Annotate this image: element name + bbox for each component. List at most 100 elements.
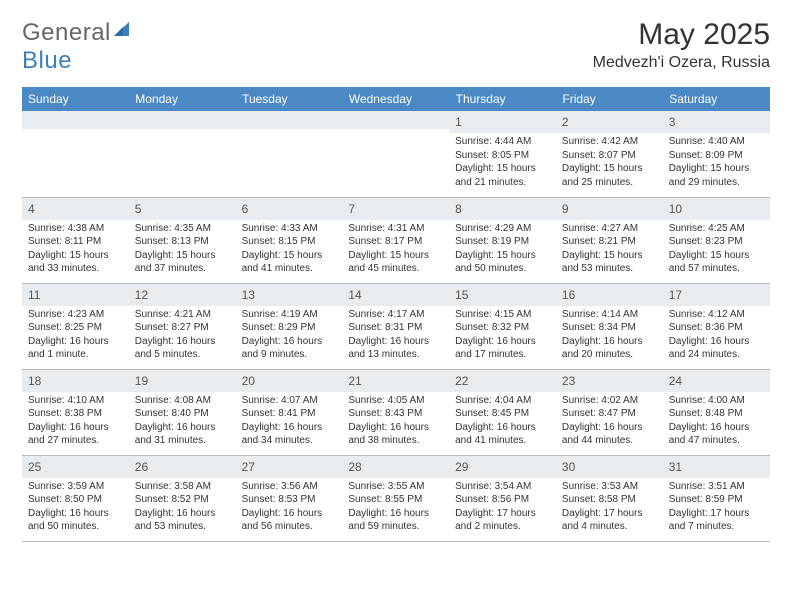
- sunrise-line: Sunrise: 4:10 AM: [28, 394, 123, 408]
- day-number: 20: [236, 370, 343, 392]
- sunset-line: Sunset: 8:58 PM: [562, 493, 657, 507]
- day-number: 25: [22, 456, 129, 478]
- day-details: Sunrise: 4:14 AMSunset: 8:34 PMDaylight:…: [556, 306, 663, 366]
- calendar-cell: 4Sunrise: 4:38 AMSunset: 8:11 PMDaylight…: [22, 197, 129, 283]
- weekday-header: Monday: [129, 87, 236, 111]
- daylight-line: Daylight: 16 hours and 47 minutes.: [669, 421, 764, 448]
- empty-daynum: [236, 111, 343, 129]
- day-number: 1: [449, 111, 556, 133]
- day-details: Sunrise: 4:35 AMSunset: 8:13 PMDaylight:…: [129, 220, 236, 280]
- sunrise-line: Sunrise: 4:21 AM: [135, 308, 230, 322]
- day-details: Sunrise: 4:38 AMSunset: 8:11 PMDaylight:…: [22, 220, 129, 280]
- sunset-line: Sunset: 8:27 PM: [135, 321, 230, 335]
- daylight-line: Daylight: 16 hours and 34 minutes.: [242, 421, 337, 448]
- day-details: Sunrise: 4:29 AMSunset: 8:19 PMDaylight:…: [449, 220, 556, 280]
- sunset-line: Sunset: 8:50 PM: [28, 493, 123, 507]
- sunset-line: Sunset: 8:53 PM: [242, 493, 337, 507]
- day-number: 19: [129, 370, 236, 392]
- daylight-line: Daylight: 16 hours and 31 minutes.: [135, 421, 230, 448]
- sunset-line: Sunset: 8:29 PM: [242, 321, 337, 335]
- daylight-line: Daylight: 16 hours and 27 minutes.: [28, 421, 123, 448]
- calendar-cell: 1Sunrise: 4:44 AMSunset: 8:05 PMDaylight…: [449, 111, 556, 197]
- logo-sail-icon: [111, 18, 133, 40]
- sunset-line: Sunset: 8:13 PM: [135, 235, 230, 249]
- sunrise-line: Sunrise: 4:12 AM: [669, 308, 764, 322]
- sunset-line: Sunset: 8:47 PM: [562, 407, 657, 421]
- sunrise-line: Sunrise: 3:55 AM: [348, 480, 443, 494]
- sunset-line: Sunset: 8:05 PM: [455, 149, 550, 163]
- logo-text-blue: Blue: [22, 47, 72, 74]
- day-number: 12: [129, 284, 236, 306]
- sunrise-line: Sunrise: 4:08 AM: [135, 394, 230, 408]
- weekday-header: Saturday: [663, 87, 770, 111]
- sunrise-line: Sunrise: 4:00 AM: [669, 394, 764, 408]
- sunset-line: Sunset: 8:32 PM: [455, 321, 550, 335]
- day-details: Sunrise: 4:31 AMSunset: 8:17 PMDaylight:…: [342, 220, 449, 280]
- day-number: 11: [22, 284, 129, 306]
- day-number: 17: [663, 284, 770, 306]
- calendar-page: GeneralBlue May 2025 Medvezh'i Ozera, Ru…: [0, 0, 792, 560]
- empty-daynum: [129, 111, 236, 129]
- calendar-cell: 22Sunrise: 4:04 AMSunset: 8:45 PMDayligh…: [449, 369, 556, 455]
- day-details: Sunrise: 3:51 AMSunset: 8:59 PMDaylight:…: [663, 478, 770, 538]
- day-number: 14: [342, 284, 449, 306]
- daylight-line: Daylight: 16 hours and 56 minutes.: [242, 507, 337, 534]
- calendar-cell: 25 Sunrise: 3:59 AMSunset: 8:50 PMDayligh…: [22, 455, 129, 541]
- calendar-cell: 31Sunrise: 3:51 AMSunset: 8:59 PMDayligh…: [663, 455, 770, 541]
- sunrise-line: Sunrise: 4:29 AM: [455, 222, 550, 236]
- calendar-cell: 15Sunrise: 4:15 AMSunset: 8:32 PMDayligh…: [449, 283, 556, 369]
- daylight-line: Daylight: 15 hours and 29 minutes.: [669, 162, 764, 189]
- day-details: Sunrise: 3:54 AMSunset: 8:56 PMDaylight:…: [449, 478, 556, 538]
- day-number: 18: [22, 370, 129, 392]
- day-details: Sunrise: 3:55 AMSunset: 8:55 PMDaylight:…: [342, 478, 449, 538]
- day-number: 31: [663, 456, 770, 478]
- calendar-cell: 27Sunrise: 3:56 AMSunset: 8:53 PMDayligh…: [236, 455, 343, 541]
- calendar-cell: 16Sunrise: 4:14 AMSunset: 8:34 PMDayligh…: [556, 283, 663, 369]
- calendar-body: 1Sunrise: 4:44 AMSunset: 8:05 PMDaylight…: [22, 111, 770, 541]
- day-details: Sunrise: 4:19 AMSunset: 8:29 PMDaylight:…: [236, 306, 343, 366]
- calendar-cell: 26Sunrise: 3:58 AMSunset: 8:52 PMDayligh…: [129, 455, 236, 541]
- day-details: Sunrise: 4:10 AMSunset: 8:38 PMDaylight:…: [22, 392, 129, 452]
- day-details: Sunrise: 4:40 AMSunset: 8:09 PMDaylight:…: [663, 133, 770, 193]
- daylight-line: Daylight: 16 hours and 50 minutes.: [28, 507, 123, 534]
- daylight-line: Daylight: 17 hours and 2 minutes.: [455, 507, 550, 534]
- day-number: 28: [342, 456, 449, 478]
- sunrise-line: Sunrise: 3:59 AM: [28, 480, 123, 494]
- day-number: 4: [22, 198, 129, 220]
- day-details: Sunrise: 4:21 AMSunset: 8:27 PMDaylight:…: [129, 306, 236, 366]
- calendar-cell: 14Sunrise: 4:17 AMSunset: 8:31 PMDayligh…: [342, 283, 449, 369]
- calendar-cell: [129, 111, 236, 197]
- day-details: Sunrise: 4:04 AMSunset: 8:45 PMDaylight:…: [449, 392, 556, 452]
- sunset-line: Sunset: 8:40 PM: [135, 407, 230, 421]
- sunset-line: Sunset: 8:11 PM: [28, 235, 123, 249]
- day-number: 5: [129, 198, 236, 220]
- weekday-header: Friday: [556, 87, 663, 111]
- sunset-line: Sunset: 8:15 PM: [242, 235, 337, 249]
- calendar-week-row: 4Sunrise: 4:38 AMSunset: 8:11 PMDaylight…: [22, 197, 770, 283]
- logo: GeneralBlue: [22, 18, 133, 75]
- daylight-line: Daylight: 16 hours and 44 minutes.: [562, 421, 657, 448]
- page-header: GeneralBlue May 2025 Medvezh'i Ozera, Ru…: [22, 18, 770, 75]
- day-details: Sunrise: 4:07 AMSunset: 8:41 PMDaylight:…: [236, 392, 343, 452]
- calendar-cell: 20Sunrise: 4:07 AMSunset: 8:41 PMDayligh…: [236, 369, 343, 455]
- calendar-cell: 18Sunrise: 4:10 AMSunset: 8:38 PMDayligh…: [22, 369, 129, 455]
- daylight-line: Daylight: 16 hours and 5 minutes.: [135, 335, 230, 362]
- day-details: Sunrise: 4:00 AMSunset: 8:48 PMDaylight:…: [663, 392, 770, 452]
- calendar-cell: 10Sunrise: 4:25 AMSunset: 8:23 PMDayligh…: [663, 197, 770, 283]
- sunrise-line: Sunrise: 4:17 AM: [348, 308, 443, 322]
- weekday-row: SundayMondayTuesdayWednesdayThursdayFrid…: [22, 87, 770, 111]
- calendar-cell: 12Sunrise: 4:21 AMSunset: 8:27 PMDayligh…: [129, 283, 236, 369]
- daylight-line: Daylight: 16 hours and 24 minutes.: [669, 335, 764, 362]
- day-details: Sunrise: 4:08 AMSunset: 8:40 PMDaylight:…: [129, 392, 236, 452]
- sunset-line: Sunset: 8:19 PM: [455, 235, 550, 249]
- day-number: 27: [236, 456, 343, 478]
- daylight-line: Daylight: 15 hours and 50 minutes.: [455, 249, 550, 276]
- sunset-line: Sunset: 8:17 PM: [348, 235, 443, 249]
- day-details: Sunrise: 3:56 AMSunset: 8:53 PMDaylight:…: [236, 478, 343, 538]
- day-details: Sunrise: 4:25 AMSunset: 8:23 PMDaylight:…: [663, 220, 770, 280]
- sunrise-line: Sunrise: 4:04 AM: [455, 394, 550, 408]
- sunset-line: Sunset: 8:23 PM: [669, 235, 764, 249]
- sunrise-line: Sunrise: 4:42 AM: [562, 135, 657, 149]
- daylight-line: Daylight: 16 hours and 1 minute.: [28, 335, 123, 362]
- empty-daynum: [22, 111, 129, 129]
